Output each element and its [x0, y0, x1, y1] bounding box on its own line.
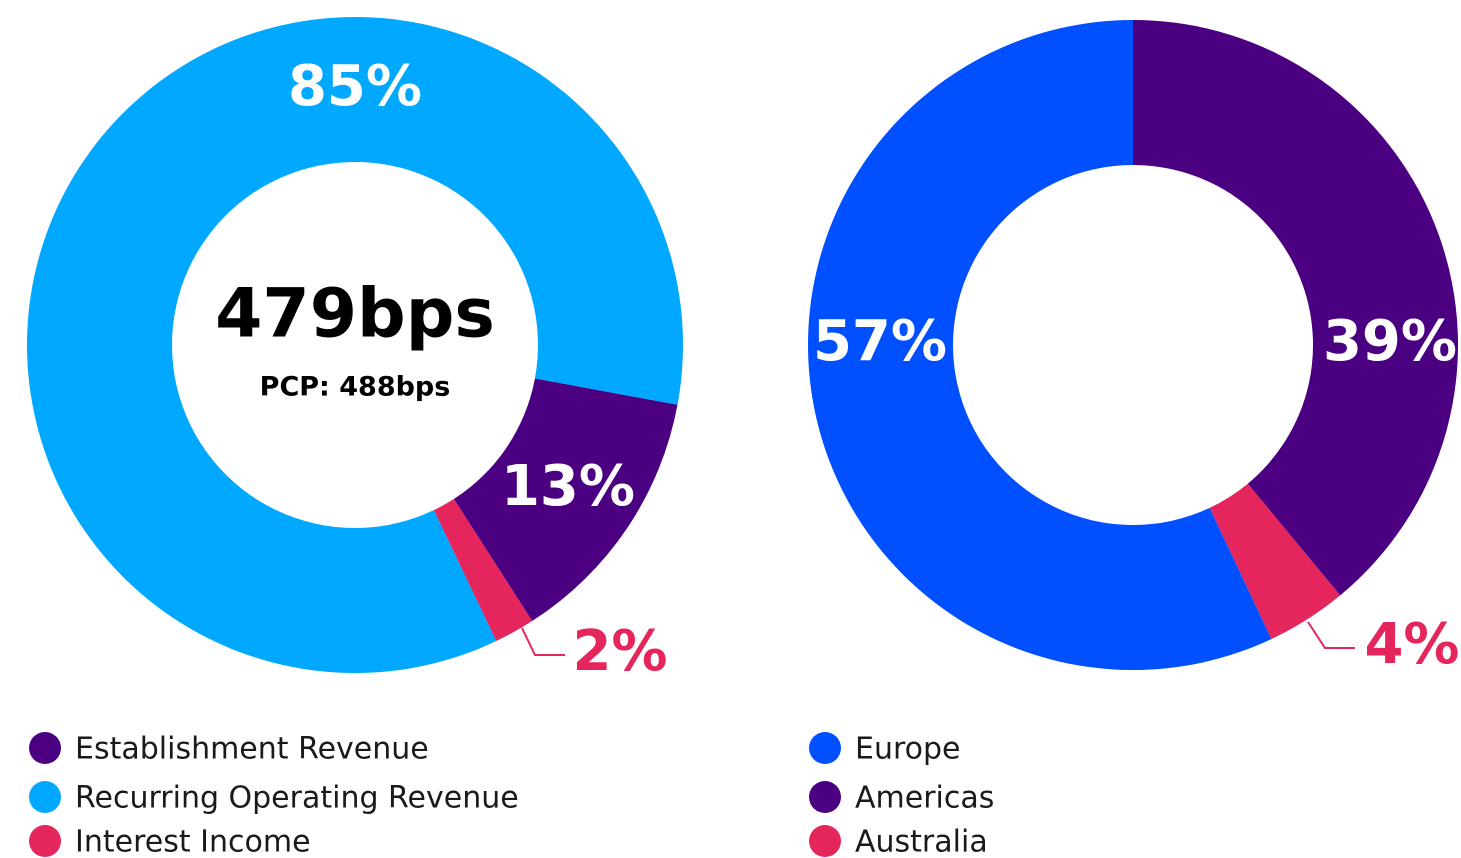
- legend-label: Recurring Operating Revenue: [75, 781, 519, 816]
- leader-line: [1307, 621, 1355, 649]
- data-label: 13%: [501, 454, 635, 519]
- legend-swatch: [809, 732, 841, 764]
- donut-segment: [27, 16, 684, 674]
- donut-segment: [453, 378, 678, 622]
- legend-swatch: [809, 781, 841, 813]
- legend-label: Establishment Revenue: [75, 732, 429, 767]
- donut-segment: [808, 20, 1272, 670]
- data-label: 39%: [1323, 309, 1457, 374]
- legend-label: Australia: [855, 825, 988, 858]
- leader-line: [521, 627, 565, 656]
- legend-label: Europe: [855, 732, 961, 767]
- legend-label: Americas: [855, 781, 994, 816]
- legend-swatch: [29, 732, 61, 764]
- legend-label: Interest Income: [75, 825, 311, 858]
- data-label: 2%: [572, 619, 667, 684]
- donut-segment: [1209, 483, 1341, 640]
- legend-swatch: [809, 825, 841, 857]
- donut-segment: [433, 498, 533, 642]
- legend-swatch: [29, 781, 61, 813]
- donut-segment: [1133, 20, 1459, 596]
- data-label: 4%: [1364, 612, 1459, 677]
- data-label: 85%: [288, 54, 422, 119]
- legend-swatch: [29, 825, 61, 857]
- center-subtitle: PCP: 488bps: [260, 372, 451, 403]
- data-label: 57%: [813, 309, 947, 374]
- center-title: 479bps: [215, 275, 495, 354]
